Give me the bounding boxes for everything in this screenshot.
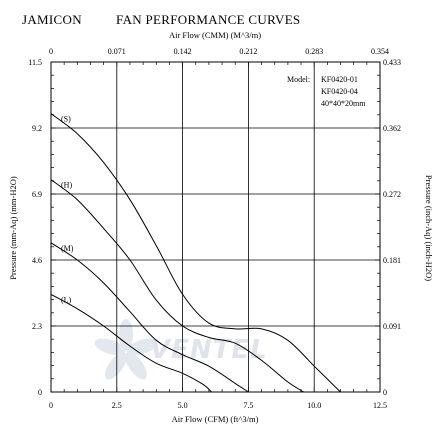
watermark-fan-icon (94, 319, 158, 380)
right-axis-title: Pressure (inch-Aq) (inch-H2O) (424, 175, 434, 281)
model-size: 40*40*20mm (321, 99, 366, 108)
x-tick-label-bottom: 10.0 (307, 401, 321, 410)
curve-l (50, 293, 212, 393)
grid (51, 62, 380, 392)
series-curves: (S) (H) (M) (L) (50, 113, 341, 393)
plot-frame (50, 61, 381, 393)
x-tick-label-bottom: 7.5 (243, 401, 253, 410)
y-tick-label-left: 2.3 (32, 322, 42, 331)
chart-title: FAN PERFORMANCE CURVES (116, 12, 300, 27)
model-number-1: KF0420-01 (321, 75, 358, 84)
fan-blade-shape (125, 352, 147, 380)
curve-label-h: (H) (61, 181, 72, 190)
y-tick-label-left: 11.5 (28, 58, 42, 67)
axis-ticks: 0 2.5 5.0 7.5 10.0 12.5 0 0.071 0.142 0.212 0.283 0… (28, 47, 401, 410)
y-tick-label-right: 0.272 (383, 190, 401, 199)
brand-name: JAMICON (22, 12, 82, 27)
bottom-axis-title: Air Flow (CFM) (ft^3/m) (172, 414, 259, 424)
y-tick-label-right: 0.433 (383, 58, 401, 67)
y-tick-label-left: 6.9 (32, 190, 42, 199)
curve-h (50, 179, 304, 393)
y-tick-label-right: 0 (383, 388, 387, 397)
watermark-text: VENTEL (150, 335, 268, 365)
top-axis-title: Air Flow (CMM) (M^3/m) (169, 30, 261, 40)
fan-blade-shape (119, 319, 133, 351)
x-tick-label-bottom: 5.0 (178, 401, 188, 410)
y-tick-label-right: 0.091 (383, 322, 401, 331)
y-tick-label-right: 0.362 (383, 124, 401, 133)
fan-blade-shape (126, 338, 158, 356)
y-tick-label-left: 9.2 (32, 124, 42, 133)
y-tick-label-right: 0.181 (383, 256, 401, 265)
x-tick-label-top: 0.354 (371, 47, 389, 56)
curve-label-m: (M) (61, 244, 74, 253)
curve-m (50, 242, 249, 393)
left-axis-title: Pressure (mm-Aq) (mm-H2O) (8, 176, 18, 280)
x-tick-label-top: 0.071 (108, 47, 126, 56)
x-tick-label-top: 0.283 (305, 47, 323, 56)
model-label: Model: (287, 75, 310, 84)
watermark: VENTEL (94, 319, 268, 380)
x-tick-label-top: 0.142 (174, 47, 192, 56)
y-tick-label-left: 0 (38, 388, 42, 397)
fan-blade-shape (105, 352, 127, 380)
x-tick-label-top: 0.212 (239, 47, 257, 56)
model-number-2: KF0420-04 (321, 87, 358, 96)
fan-blade-shape (94, 338, 126, 356)
y-tick-label-left: 4.6 (32, 256, 42, 265)
x-tick-label-bottom: 0 (49, 401, 53, 410)
model-legend: Model: KF0420-01 KF0420-04 40*40*20mm (287, 75, 366, 108)
x-tick-label-bottom: 2.5 (112, 401, 122, 410)
curve-s (50, 113, 341, 393)
x-tick-label-bottom: 12.5 (373, 401, 387, 410)
curve-label-s: (S) (61, 115, 71, 124)
x-tick-label-top: 0 (49, 47, 53, 56)
curve-label-l: (L) (61, 295, 72, 304)
